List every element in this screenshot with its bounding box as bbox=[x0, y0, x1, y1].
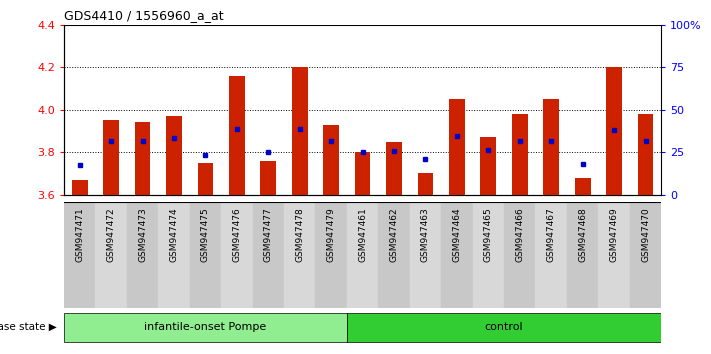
Bar bbox=[166, 116, 182, 195]
Text: GSM947462: GSM947462 bbox=[390, 207, 399, 262]
Text: GSM947467: GSM947467 bbox=[547, 207, 556, 262]
Text: GSM947464: GSM947464 bbox=[452, 207, 461, 262]
Bar bbox=[292, 67, 308, 195]
Bar bbox=[134, 122, 151, 195]
Text: GSM947468: GSM947468 bbox=[578, 207, 587, 262]
Text: GSM947463: GSM947463 bbox=[421, 207, 430, 262]
Text: GSM947474: GSM947474 bbox=[169, 207, 178, 262]
Bar bbox=[504, 202, 535, 308]
Bar bbox=[347, 202, 378, 308]
Bar bbox=[473, 202, 504, 308]
Bar bbox=[127, 202, 159, 308]
Bar bbox=[386, 142, 402, 195]
Bar bbox=[260, 161, 276, 195]
Bar bbox=[252, 202, 284, 308]
Legend: transformed count, percentile rank within the sample: transformed count, percentile rank withi… bbox=[63, 353, 279, 354]
Bar bbox=[449, 99, 465, 195]
Bar bbox=[316, 202, 347, 308]
Bar bbox=[543, 99, 559, 195]
Text: GSM947479: GSM947479 bbox=[326, 207, 336, 262]
Bar bbox=[417, 173, 433, 195]
Text: GSM947469: GSM947469 bbox=[609, 207, 619, 262]
Text: GSM947476: GSM947476 bbox=[232, 207, 241, 262]
Bar bbox=[284, 202, 316, 308]
Bar bbox=[198, 163, 213, 195]
Text: GSM947465: GSM947465 bbox=[484, 207, 493, 262]
Text: GSM947470: GSM947470 bbox=[641, 207, 650, 262]
Bar bbox=[410, 202, 442, 308]
Bar bbox=[574, 178, 591, 195]
Text: infantile-onset Pompe: infantile-onset Pompe bbox=[144, 322, 267, 332]
Bar bbox=[567, 202, 599, 308]
Bar bbox=[355, 152, 370, 195]
Bar bbox=[95, 202, 127, 308]
Bar bbox=[512, 114, 528, 195]
Bar bbox=[606, 67, 622, 195]
Bar bbox=[442, 202, 473, 308]
Text: GSM947471: GSM947471 bbox=[75, 207, 84, 262]
Bar bbox=[599, 202, 630, 308]
Text: GSM947475: GSM947475 bbox=[201, 207, 210, 262]
Bar bbox=[64, 202, 95, 308]
Bar bbox=[72, 180, 87, 195]
Text: disease state ▶: disease state ▶ bbox=[0, 322, 57, 332]
Bar bbox=[638, 114, 653, 195]
Bar bbox=[159, 202, 190, 308]
Text: GSM947477: GSM947477 bbox=[264, 207, 273, 262]
Text: GSM947466: GSM947466 bbox=[515, 207, 524, 262]
Bar bbox=[630, 202, 661, 308]
Text: GSM947473: GSM947473 bbox=[138, 207, 147, 262]
Text: control: control bbox=[485, 322, 523, 332]
Bar bbox=[535, 202, 567, 308]
Text: GSM947472: GSM947472 bbox=[107, 207, 116, 262]
Text: GDS4410 / 1556960_a_at: GDS4410 / 1556960_a_at bbox=[64, 9, 224, 22]
Bar bbox=[481, 137, 496, 195]
Bar bbox=[324, 125, 339, 195]
Text: GSM947478: GSM947478 bbox=[295, 207, 304, 262]
Bar bbox=[103, 120, 119, 195]
Bar bbox=[378, 202, 410, 308]
Text: GSM947461: GSM947461 bbox=[358, 207, 367, 262]
Bar bbox=[347, 313, 661, 342]
Bar bbox=[229, 76, 245, 195]
Bar bbox=[221, 202, 252, 308]
Bar bbox=[64, 313, 347, 342]
Bar bbox=[190, 202, 221, 308]
